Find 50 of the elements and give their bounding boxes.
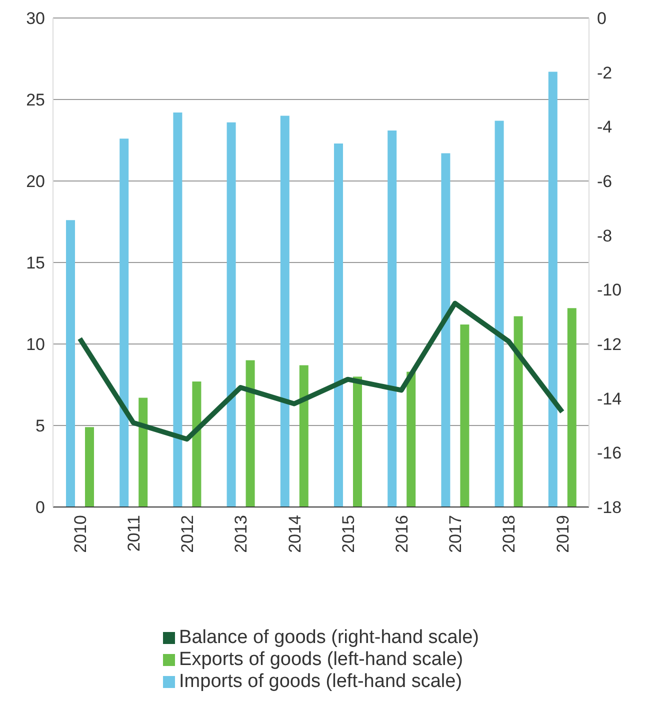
legend-label: Balance of goods (right-hand scale) (179, 627, 479, 648)
y2-tick-label: -4 (597, 118, 612, 137)
y-tick-label: 20 (26, 172, 45, 192)
bar (246, 360, 255, 507)
y2-tick-label: -8 (597, 226, 612, 246)
x-tick-label: 2010 (70, 515, 90, 553)
y2-tick-label: -6 (597, 172, 612, 192)
bar (120, 138, 129, 507)
bar (192, 381, 202, 507)
y-tick-label: 25 (26, 90, 45, 110)
bar (548, 72, 558, 507)
x-tick-label: 2014 (285, 515, 304, 553)
bar (173, 112, 182, 507)
y-tick-label: 30 (26, 9, 45, 28)
legend-label: Imports of goods (left-hand scale) (179, 671, 462, 692)
y2-tick-label: -12 (597, 335, 622, 354)
bar (406, 372, 416, 507)
y-tick-label: 15 (26, 254, 45, 273)
x-tick-label: 2016 (392, 515, 412, 553)
bar (460, 324, 470, 507)
y2-tick-label: -2 (597, 63, 612, 82)
bar (567, 308, 576, 507)
bar (353, 376, 362, 507)
y2-tick-label: -10 (597, 280, 622, 300)
y2-tick-label: -16 (597, 444, 622, 463)
x-tick-label: 2013 (232, 515, 251, 553)
bar (388, 130, 397, 507)
y-tick-label: 0 (36, 498, 45, 518)
x-tick-label: 2011 (124, 515, 144, 552)
bar (226, 122, 236, 507)
bar (334, 144, 343, 507)
bar (280, 116, 290, 507)
y-tick-label: 10 (26, 335, 45, 354)
x-tick-label: 2018 (500, 515, 519, 553)
x-tick-label: 2017 (446, 515, 466, 553)
x-tick-label: 2019 (553, 515, 572, 553)
bar (138, 398, 148, 507)
bar (494, 120, 504, 507)
bar (441, 153, 450, 507)
x-tick-label: 2012 (178, 515, 198, 553)
bar (514, 316, 523, 507)
y-tick-label: 5 (36, 416, 45, 436)
y2-tick-label: 0 (597, 9, 606, 28)
bar (299, 365, 308, 507)
x-tick-label: 2015 (338, 515, 358, 553)
legend-label: Exports of goods (left-hand scale) (179, 649, 464, 670)
y2-tick-label: -14 (597, 389, 622, 408)
bar (66, 220, 75, 507)
y2-tick-label: -18 (597, 498, 622, 518)
bar (85, 427, 94, 507)
